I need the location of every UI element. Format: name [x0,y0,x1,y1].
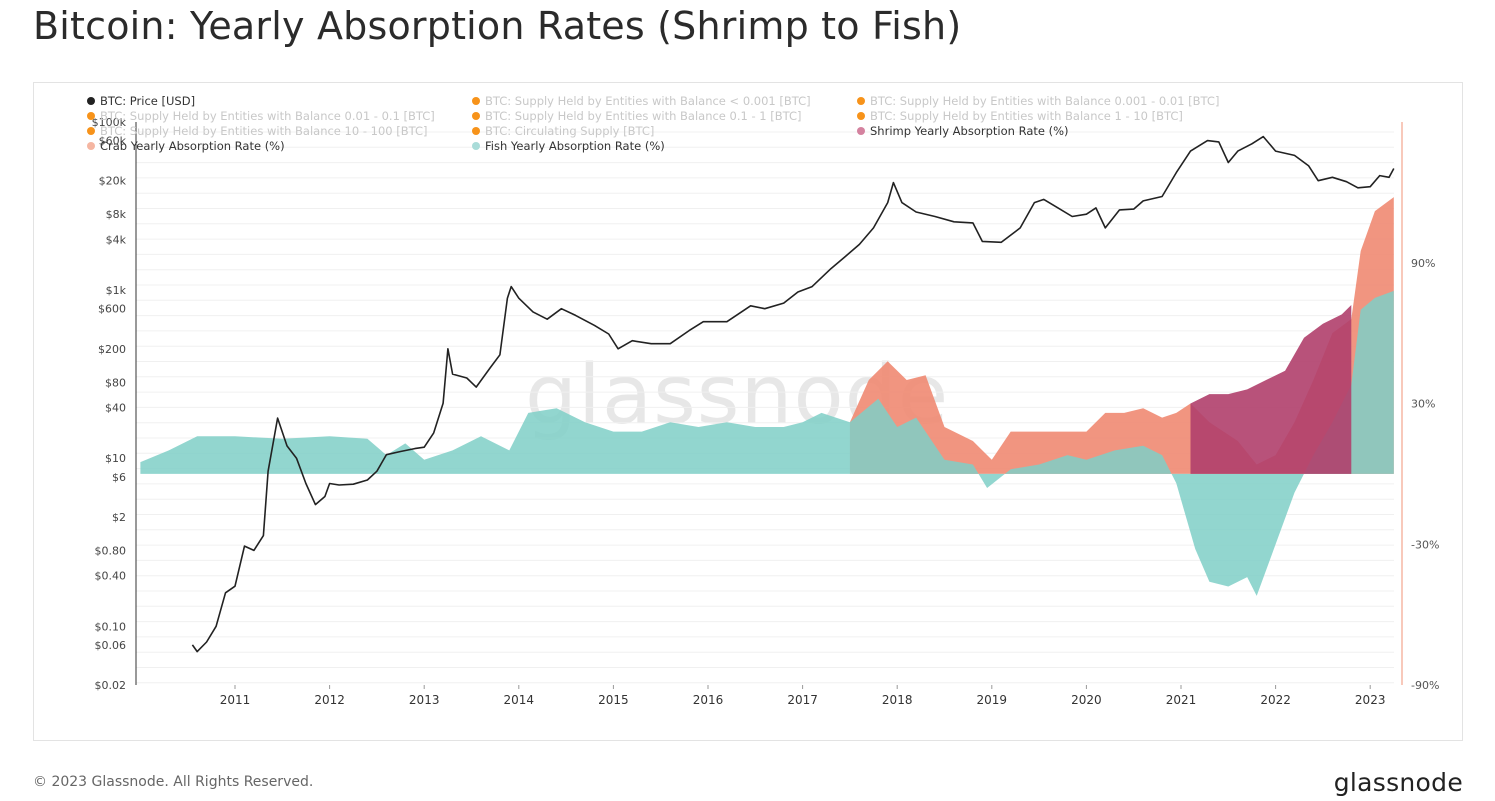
y-left-tick-label: $200 [98,343,126,356]
legend-item-supply-0001-001[interactable]: BTC: Supply Held by Entities with Balanc… [857,94,1219,108]
legend-label: Fish Yearly Absorption Rate (%) [485,139,665,153]
y-right-tick-label: 30% [1411,398,1435,411]
legend-item-circulating-supply[interactable]: BTC: Circulating Supply [BTC] [472,124,654,138]
y-left-tick-label: $80 [105,376,126,389]
legend-dot-icon [87,97,95,105]
legend-label: Shrimp Yearly Absorption Rate (%) [870,124,1069,138]
x-tick-label: 2023 [1355,693,1386,707]
x-tick-label: 2022 [1260,693,1291,707]
legend-item-price[interactable]: BTC: Price [USD] [87,94,195,108]
legend-dot-icon [87,127,95,135]
x-tick-label: 2012 [314,693,345,707]
legend-dot-icon [472,142,480,150]
legend-dot-icon [472,97,480,105]
y-left-tick-label: $0.40 [95,570,127,583]
x-tick-label: 2016 [693,693,724,707]
x-tick-label: 2015 [598,693,629,707]
y-left-tick-label: $40 [105,402,126,415]
legend-item-supply-10-100[interactable]: BTC: Supply Held by Entities with Balanc… [87,124,427,138]
y-right-tick-label: 90% [1411,257,1435,270]
y-left-tick-label: $6 [112,471,126,484]
y-left-tick-label: $8k [106,208,127,221]
legend-label: BTC: Supply Held by Entities with Balanc… [485,109,802,123]
legend-label: BTC: Supply Held by Entities with Balanc… [100,124,428,138]
glassnode-logo[interactable]: glassnode [1333,768,1463,797]
legend-item-shrimp[interactable]: Shrimp Yearly Absorption Rate (%) [857,124,1069,138]
y-left-tick-label: $2 [112,511,126,524]
legend-item-supply-lt-0001[interactable]: BTC: Supply Held by Entities with Balanc… [472,94,811,108]
series-line-price [191,135,1395,653]
legend-dot-icon [472,112,480,120]
legend-dot-icon [857,127,865,135]
legend-item-supply-001-01[interactable]: BTC: Supply Held by Entities with Balanc… [87,109,435,123]
y-right-tick-label: -90% [1411,679,1439,692]
legend-item-fish[interactable]: Fish Yearly Absorption Rate (%) [472,139,665,153]
x-tick-label: 2020 [1071,693,1102,707]
y-left-tick-label: $20k [99,175,127,188]
y-left-tick-label: $10 [105,452,126,465]
x-tick-label: 2014 [504,693,535,707]
x-tick-label: 2019 [977,693,1008,707]
legend-label: BTC: Supply Held by Entities with Balanc… [100,109,435,123]
copyright: © 2023 Glassnode. All Rights Reserved. [33,774,314,790]
series-area-shrimp [1190,305,1352,474]
legend-dot-icon [857,112,865,120]
series-area-fish [140,290,1394,596]
chart-frame [33,82,1463,741]
x-tick-label: 2013 [409,693,440,707]
legend-label: BTC: Supply Held by Entities with Balanc… [485,94,811,108]
y-left-tick-label: $60k [99,135,127,148]
legend-dot-icon [472,127,480,135]
x-tick-label: 2011 [220,693,251,707]
x-tick-label: 2018 [882,693,913,707]
legend-label: BTC: Circulating Supply [BTC] [485,124,655,138]
legend-item-supply-1-10[interactable]: BTC: Supply Held by Entities with Balanc… [857,109,1183,123]
legend-label: BTC: Supply Held by Entities with Balanc… [870,94,1220,108]
y-right-tick-label: -30% [1411,538,1439,551]
page-title: Bitcoin: Yearly Absorption Rates (Shrimp… [33,4,962,48]
legend-item-crab[interactable]: Crab Yearly Absorption Rate (%) [87,139,285,153]
y-left-tick-label: $100k [92,116,127,129]
x-tick-label: 2017 [787,693,818,707]
legend-dot-icon [87,142,95,150]
legend-label: BTC: Supply Held by Entities with Balanc… [870,109,1183,123]
legend-dot-icon [87,112,95,120]
y-left-tick-label: $0.02 [95,679,127,692]
y-left-tick-label: $4k [106,234,127,247]
y-left-tick-label: $0.10 [95,620,127,633]
legend-label: Crab Yearly Absorption Rate (%) [100,139,285,153]
legend-dot-icon [857,97,865,105]
y-left-tick-label: $1k [106,284,127,297]
y-left-tick-label: $600 [98,303,126,316]
y-left-tick-label: $0.80 [95,544,127,557]
legend-label: BTC: Price [USD] [100,94,196,108]
x-tick-label: 2021 [1166,693,1197,707]
legend-item-supply-01-1[interactable]: BTC: Supply Held by Entities with Balanc… [472,109,802,123]
y-left-tick-label: $0.06 [95,639,127,652]
